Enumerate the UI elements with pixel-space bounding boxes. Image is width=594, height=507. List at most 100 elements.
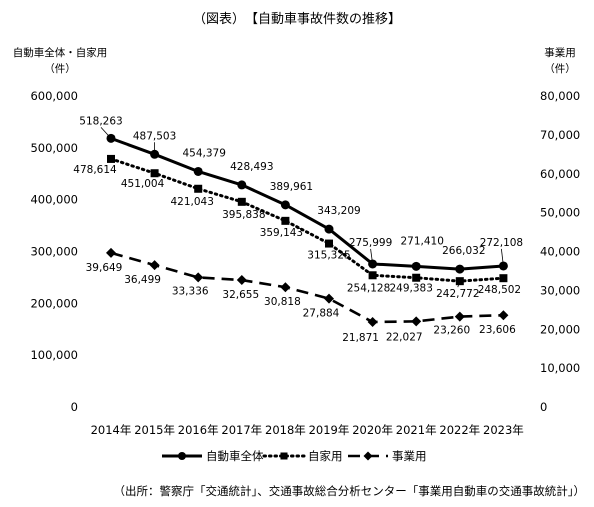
- series-0-point: [324, 224, 334, 234]
- legend-label: 自動車全体: [206, 449, 264, 463]
- data-label: 248,502: [478, 284, 521, 296]
- legend-marker-1: [280, 452, 288, 460]
- data-label: 478,614: [73, 164, 117, 176]
- x-tick-label: 2023年: [483, 423, 524, 437]
- data-label: 23,606: [479, 324, 516, 336]
- series-2-point: [454, 311, 465, 322]
- data-label: 454,379: [182, 147, 225, 159]
- series-1-point: [150, 169, 159, 178]
- data-label: 343,209: [317, 205, 360, 217]
- series-2-point: [324, 293, 334, 304]
- left-axis-ticks: 0 100,000 200,000 300,000 400,000 500,000 600,…: [30, 89, 78, 414]
- data-label: 242,772: [436, 288, 479, 300]
- series-1-point: [237, 197, 246, 206]
- data-label: 271,410: [400, 235, 443, 247]
- series-0-point: [193, 166, 203, 176]
- series-1-point: [368, 271, 377, 280]
- left-axis-title-line2: （件）: [44, 63, 76, 75]
- data-label: 22,027: [386, 331, 423, 343]
- x-tick-label: 2018年: [265, 423, 306, 437]
- series-1-point: [412, 273, 421, 282]
- chart-title: （図表） 【自動車事故件数の推移】: [193, 12, 401, 27]
- right-tick-label: 20,000: [540, 322, 580, 336]
- series-2-point: [367, 316, 378, 327]
- left-tick-label: 500,000: [30, 141, 78, 155]
- left-tick-label: 300,000: [30, 245, 78, 259]
- x-tick-label: 2019年: [309, 423, 350, 437]
- data-labels-layer: 518,263 487,503 454,379 428,493 389,961 343,2…: [73, 115, 523, 344]
- data-label: 23,260: [433, 325, 470, 337]
- x-axis-ticks: 2014年 2015年 2016年 2017年 2018年 2019年 2020年 2021年…: [91, 423, 524, 437]
- data-label: 36,499: [124, 274, 161, 286]
- right-tick-label: 30,000: [540, 283, 580, 297]
- right-axis-title-line1: 事業用: [544, 46, 576, 59]
- legend-label: 自家用: [308, 449, 343, 463]
- right-tick-label: 70,000: [540, 128, 580, 142]
- x-tick-label: 2016年: [178, 423, 219, 437]
- series-1-point: [194, 184, 203, 193]
- series-1-point: [107, 154, 115, 163]
- series-2-point: [149, 260, 160, 271]
- left-tick-label: 400,000: [30, 193, 78, 207]
- data-label: 27,884: [303, 308, 340, 320]
- x-tick-label: 2017年: [221, 423, 262, 437]
- right-tick-label: 80,000: [540, 89, 580, 103]
- legend: 自動車全体 自家用 事業用: [162, 449, 427, 463]
- legend-marker-0: [178, 452, 186, 460]
- left-tick-label: 600,000: [30, 89, 78, 103]
- data-label: 275,999: [349, 237, 392, 249]
- data-label: 21,871: [342, 332, 379, 344]
- data-label: 359,143: [260, 227, 303, 239]
- right-tick-label: 40,000: [540, 245, 580, 259]
- legend-marker-2: [363, 451, 373, 461]
- left-tick-label: 0: [71, 400, 78, 414]
- x-tick-label: 2022年: [439, 423, 480, 437]
- series-0-point: [280, 200, 290, 210]
- data-label: 266,032: [442, 245, 485, 257]
- label-leader: [370, 248, 373, 264]
- label-leader: [100, 127, 112, 139]
- data-label: 487,503: [133, 130, 176, 142]
- left-tick-label: 100,000: [30, 348, 78, 362]
- series-0-point: [455, 264, 465, 274]
- source-note: （出所：警察庁「交通統計」、交通事故総合分析センター「事業用自動車の交通事故統計…: [114, 484, 586, 498]
- legend-label: 事業用: [392, 449, 427, 463]
- data-label: 249,383: [389, 283, 432, 295]
- right-axis-title-line2: （件）: [544, 63, 576, 75]
- right-tick-label: 0: [540, 400, 547, 414]
- data-label: 389,961: [270, 181, 313, 193]
- right-tick-label: 60,000: [540, 167, 580, 181]
- data-label: 395,838: [222, 209, 265, 221]
- series-2-point: [193, 272, 204, 283]
- series-2-point: [498, 310, 509, 321]
- left-tick-label: 200,000: [30, 296, 78, 310]
- series-0-point: [411, 261, 421, 271]
- series-2-point: [236, 275, 247, 286]
- series-2-point: [106, 247, 116, 258]
- series-line-2: [110, 251, 504, 324]
- series-1-point: [281, 216, 290, 225]
- series-1-point: [499, 274, 508, 283]
- data-label: 30,818: [264, 296, 301, 308]
- data-label: 272,108: [480, 237, 523, 249]
- right-tick-label: 50,000: [540, 206, 580, 220]
- data-label: 421,043: [170, 196, 213, 208]
- x-tick-label: 2020年: [352, 423, 393, 437]
- series-line-1: [109, 157, 505, 283]
- data-label: 33,336: [172, 285, 209, 297]
- data-label: 254,128: [347, 282, 390, 294]
- label-leader: [457, 281, 461, 288]
- left-axis-title-line1: 自動車全体・自家用: [13, 46, 108, 59]
- right-axis-ticks: 0 10,000 20,000 30,000 40,000 50,000 60,000 70,…: [540, 89, 580, 414]
- x-tick-label: 2014年: [91, 423, 132, 437]
- series-2-point: [280, 282, 291, 293]
- data-label: 32,655: [222, 289, 259, 301]
- x-tick-label: 2015年: [134, 423, 175, 437]
- right-tick-label: 10,000: [540, 361, 580, 375]
- data-label: 451,004: [121, 178, 165, 190]
- x-tick-label: 2021年: [396, 423, 437, 437]
- data-label: 39,649: [86, 262, 123, 274]
- series-line-0: [110, 136, 504, 271]
- data-label: 518,263: [79, 115, 122, 127]
